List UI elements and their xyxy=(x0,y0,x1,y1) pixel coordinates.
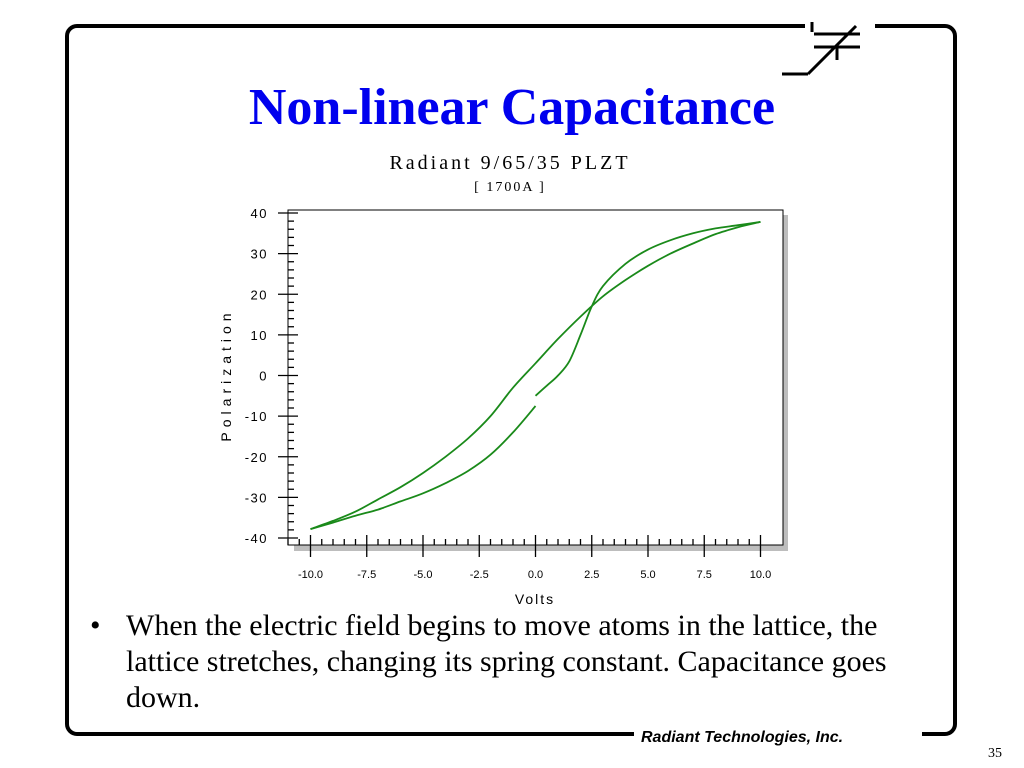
page-number: 35 xyxy=(988,746,1002,761)
y-tick-label: 40 xyxy=(251,206,268,221)
capacitor-symbol-icon xyxy=(782,22,860,76)
x-tick-label: 5.0 xyxy=(640,569,655,581)
bullet-list: When the electric field begins to move a… xyxy=(90,608,950,716)
footer-company-name: Radiant Technologies, Inc. xyxy=(641,729,844,746)
x-tick-label: -5.0 xyxy=(414,569,433,581)
hysteresis-curve-segment xyxy=(310,405,537,530)
y-tick-label: 10 xyxy=(251,328,268,343)
plot-frame xyxy=(287,209,784,546)
y-tick-label: -40 xyxy=(245,531,268,546)
hysteresis-curve-segment xyxy=(534,221,761,397)
slide-frame xyxy=(65,24,957,736)
y-axis-label: Polarization xyxy=(218,308,234,441)
frame-gap-bottom xyxy=(634,728,922,744)
y-tick-label: 20 xyxy=(251,287,268,302)
x-axis-label: Volts xyxy=(515,591,555,607)
y-tick-label: -30 xyxy=(245,490,268,505)
slide-title: Non-linear Capacitance xyxy=(248,79,776,136)
bullet-item: When the electric field begins to move a… xyxy=(90,608,950,716)
chart-subtitle: [ 1700A ] xyxy=(474,180,546,195)
y-tick-label: 30 xyxy=(251,247,268,262)
y-tick-label: 0 xyxy=(259,369,268,384)
frame-gap-top xyxy=(805,18,875,32)
chart-title: Radiant 9/65/35 PLZT xyxy=(389,152,630,174)
x-tick-label: 0.0 xyxy=(528,569,543,581)
x-tick-label: 2.5 xyxy=(584,569,599,581)
x-tick-label: -10.0 xyxy=(298,569,323,581)
x-tick-label: 7.5 xyxy=(697,569,712,581)
y-tick-label: -20 xyxy=(245,450,268,465)
x-tick-label: -7.5 xyxy=(357,569,376,581)
x-tick-label: 10.0 xyxy=(750,569,771,581)
x-tick-label: -2.5 xyxy=(470,569,489,581)
y-tick-label: -10 xyxy=(245,409,268,424)
hysteresis-curve-segment xyxy=(310,221,761,530)
